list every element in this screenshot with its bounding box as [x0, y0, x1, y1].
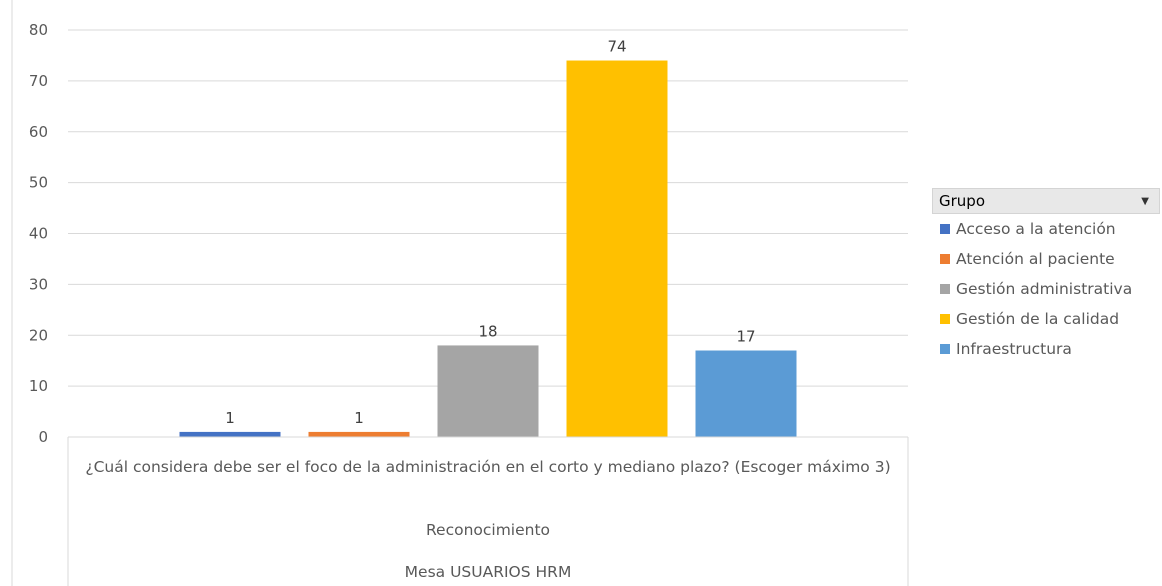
y-tick-label: 70 [29, 72, 48, 90]
x-category-level-3: Mesa USUARIOS HRM [404, 563, 572, 581]
y-tick-label: 50 [29, 174, 48, 192]
x-category-level-2: Reconocimiento [425, 521, 551, 539]
y-tick-label: 60 [29, 123, 48, 141]
bar-1 [179, 431, 281, 437]
legend: Grupo ▼ Acceso a la atención Atención al … [932, 188, 1160, 364]
data-label: 1 [225, 409, 235, 427]
y-axis: 0 10 20 30 40 50 60 70 80 [29, 21, 48, 446]
legend-item[interactable]: Infraestructura [932, 334, 1160, 364]
y-tick-label: 0 [38, 428, 48, 446]
legend-item[interactable]: Gestión administrativa [932, 274, 1160, 304]
data-label: 17 [736, 328, 755, 346]
y-tick-label: 30 [29, 275, 48, 293]
legend-items: Acceso a la atención Atención al paciente… [932, 214, 1160, 364]
y-tick-label: 80 [29, 21, 48, 39]
legend-swatch [940, 224, 950, 234]
y-tick-label: 40 [29, 225, 48, 243]
y-tick-label: 10 [29, 377, 48, 395]
data-label: 18 [478, 322, 497, 340]
y-tick-label: 20 [29, 326, 48, 344]
legend-label: Gestión de la calidad [956, 310, 1120, 328]
data-label: 74 [607, 38, 626, 56]
data-labels: 1 1 18 74 17 [225, 38, 755, 427]
legend-filter-button[interactable]: Grupo ▼ [932, 188, 1160, 214]
dropdown-arrow-icon[interactable]: ▼ [1141, 195, 1149, 207]
bar-5 [695, 350, 797, 437]
x-category-level-1: ¿Cuál considera debe ser el foco de la a… [85, 458, 891, 476]
bars [179, 60, 797, 438]
legend-item[interactable]: Acceso a la atención [932, 214, 1160, 244]
legend-label: Acceso a la atención [956, 220, 1116, 238]
data-label: 1 [354, 409, 364, 427]
bar-3 [437, 345, 539, 437]
legend-swatch [940, 284, 950, 294]
legend-swatch [940, 314, 950, 324]
legend-swatch [940, 254, 950, 264]
bar-2 [308, 431, 410, 437]
legend-title: Grupo [939, 192, 985, 210]
x-axis-frame [11, 0, 909, 586]
legend-item[interactable]: Atención al paciente [932, 244, 1160, 274]
legend-label: Infraestructura [956, 340, 1072, 358]
legend-item[interactable]: Gestión de la calidad [932, 304, 1160, 334]
legend-label: Gestión administrativa [956, 280, 1133, 298]
gridlines [68, 29, 908, 387]
legend-label: Atención al paciente [956, 250, 1115, 268]
legend-swatch [940, 344, 950, 354]
bar-4 [566, 60, 668, 438]
